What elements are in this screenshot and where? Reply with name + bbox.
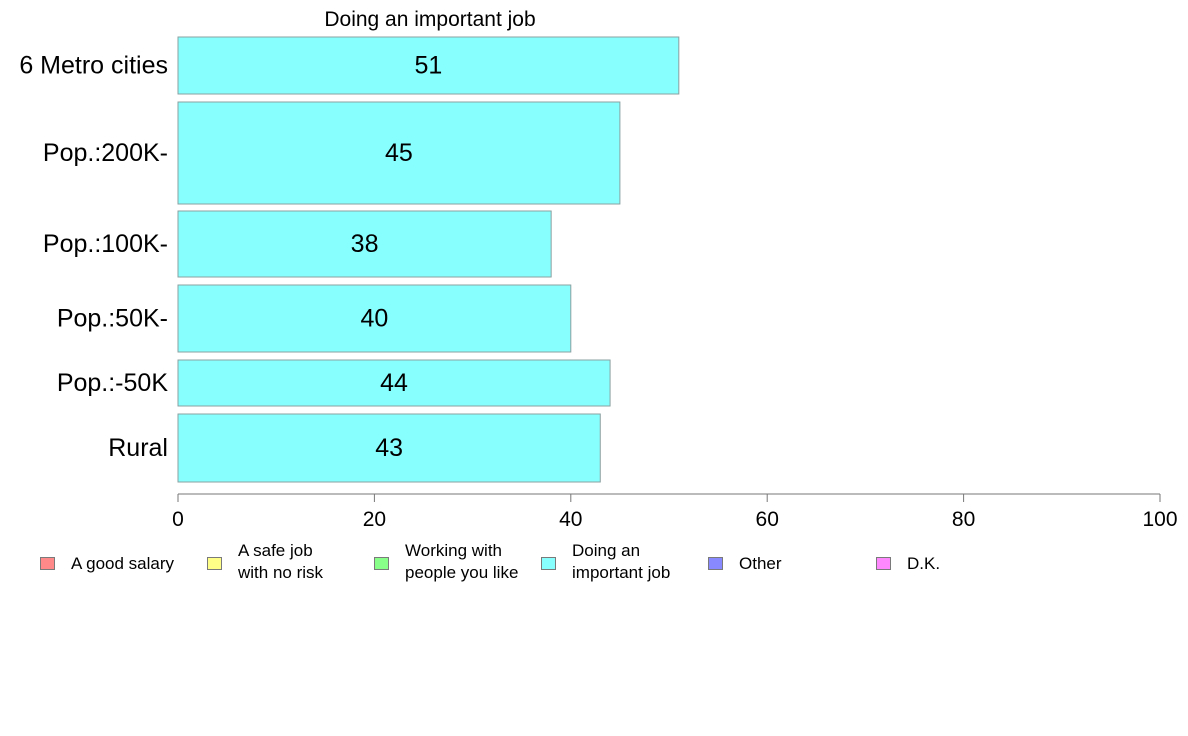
bar bbox=[177, 101, 621, 205]
legend-label: A safe job with no risk bbox=[238, 541, 324, 582]
category-label: Pop.:100K- bbox=[43, 230, 168, 258]
bar-chart: Doing an important job 6 Metro cities Pop… bbox=[19, 8, 1178, 531]
x-tick-label: 100 bbox=[1142, 508, 1177, 531]
bars-group bbox=[177, 36, 680, 483]
x-tick-label: 0 bbox=[172, 508, 184, 531]
value-label: 51 bbox=[415, 52, 443, 80]
legend-item-other: Other bbox=[708, 540, 782, 575]
category-label: Rural bbox=[108, 434, 168, 462]
legend-item-good-salary: A good salary bbox=[40, 540, 174, 575]
value-label: 40 bbox=[360, 305, 388, 333]
category-labels: 6 Metro cities Pop.:200K- Pop.:100K- Pop.:5… bbox=[19, 52, 168, 463]
bar bbox=[177, 284, 572, 353]
legend-item-working-with-people: Working with people you like bbox=[374, 540, 518, 584]
legend-label: A good salary bbox=[71, 554, 175, 573]
legend-item-safe-job: A safe job with no risk bbox=[207, 540, 323, 584]
category-label: Pop.:200K- bbox=[43, 139, 168, 167]
x-tick-label: 40 bbox=[559, 508, 582, 531]
legend-swatch bbox=[541, 557, 556, 570]
value-label: 45 bbox=[385, 139, 413, 167]
x-tick-label: 20 bbox=[363, 508, 386, 531]
x-tick-label: 80 bbox=[952, 508, 975, 531]
value-labels: 51 45 38 40 44 43 bbox=[351, 52, 443, 463]
bar bbox=[177, 210, 552, 278]
category-label: 6 Metro cities bbox=[19, 52, 168, 80]
legend-item-important-job: Doing an important job bbox=[541, 540, 670, 584]
chart-title: Doing an important job bbox=[324, 8, 535, 31]
bar bbox=[177, 413, 601, 483]
value-label: 38 bbox=[351, 230, 379, 258]
legend-swatch bbox=[374, 557, 389, 570]
bar bbox=[177, 36, 680, 95]
value-label: 44 bbox=[380, 369, 408, 397]
value-label: 43 bbox=[375, 434, 403, 462]
legend-item-dk: D.K. bbox=[876, 540, 940, 575]
legend-swatch bbox=[40, 557, 55, 570]
legend-swatch bbox=[876, 557, 891, 570]
bar bbox=[177, 359, 611, 407]
category-label: Pop.:-50K bbox=[57, 369, 169, 397]
legend-label: Working with people you like bbox=[405, 541, 519, 582]
x-tick-label: 60 bbox=[756, 508, 779, 531]
x-axis: 0 20 40 60 80 100 bbox=[172, 493, 1178, 531]
legend-swatch bbox=[708, 557, 723, 570]
legend-label: D.K. bbox=[907, 554, 941, 573]
legend-swatch bbox=[207, 557, 222, 570]
category-label: Pop.:50K- bbox=[57, 305, 168, 333]
legend-label: Other bbox=[739, 554, 782, 573]
legend: A good salary A safe job with no risk Wo… bbox=[0, 540, 1188, 600]
legend-label: Doing an important job bbox=[572, 541, 671, 582]
